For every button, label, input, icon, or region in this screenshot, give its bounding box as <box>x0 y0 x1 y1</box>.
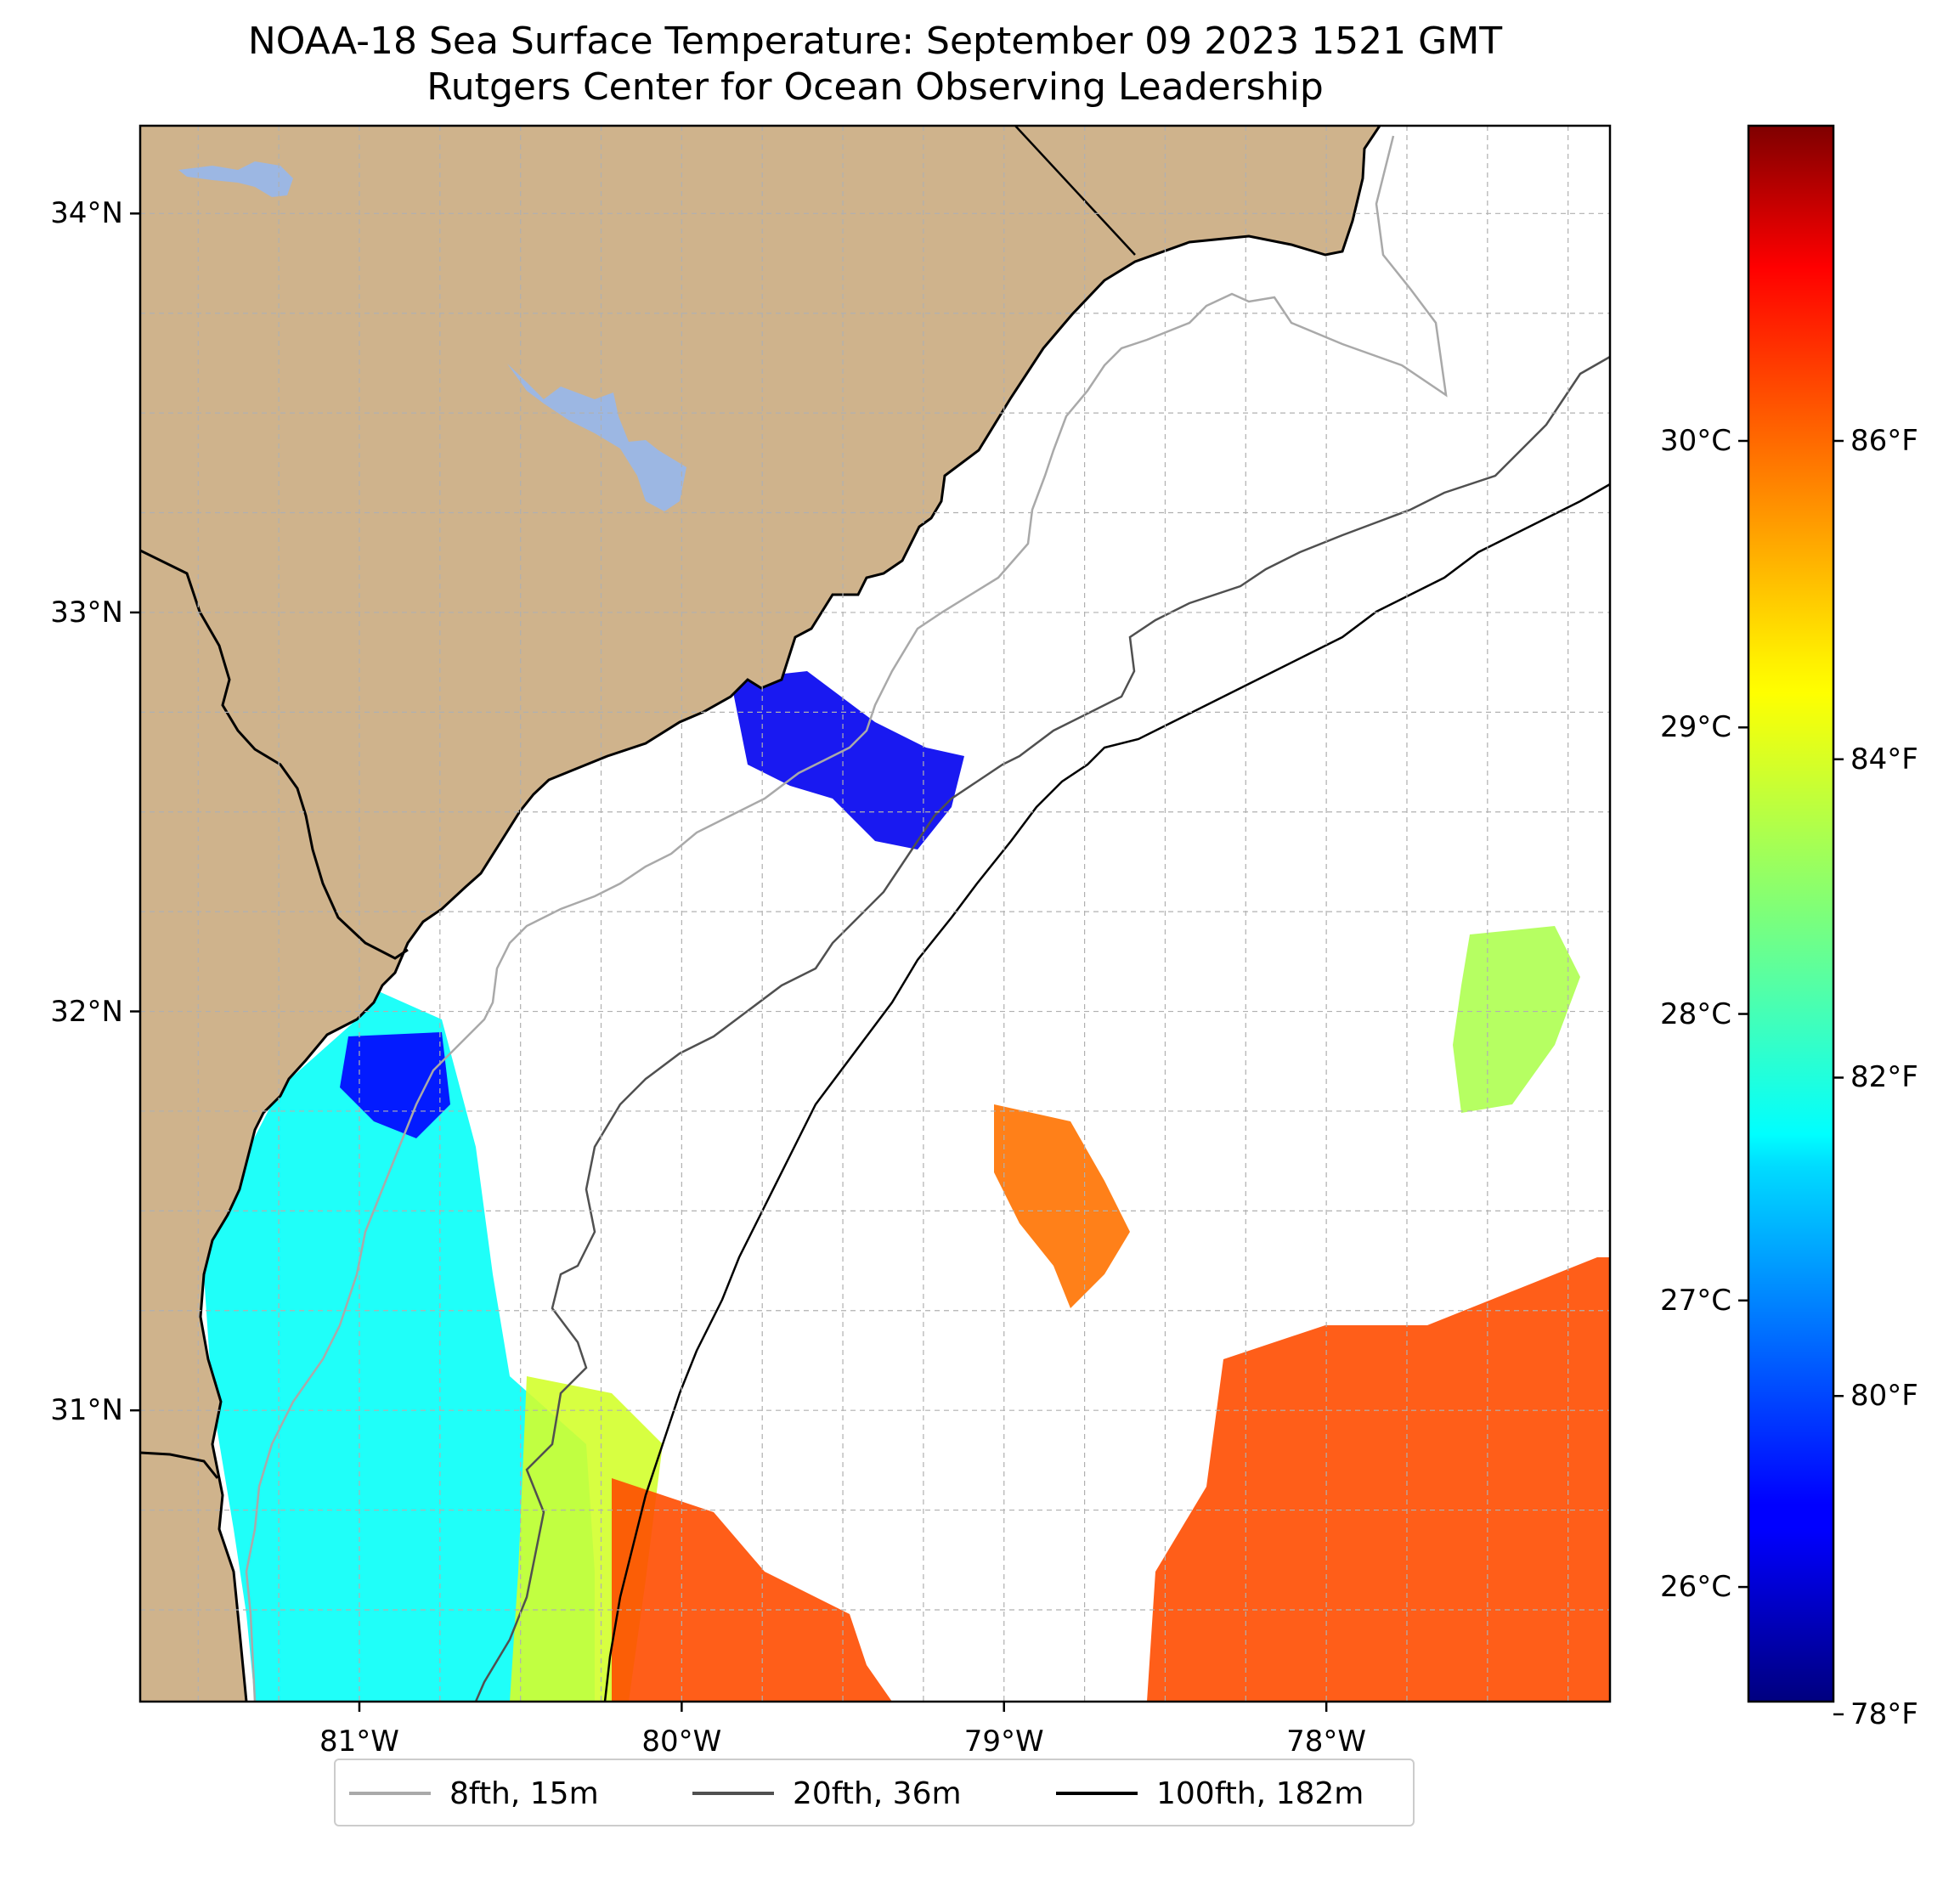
map-ticks <box>130 212 1328 1712</box>
sst-patch-offshore-northeast <box>1453 926 1580 1113</box>
lon-tick-label: 81°W <box>319 1725 399 1759</box>
gridlines <box>140 126 1610 1702</box>
sst-patch-georgia-nearshore <box>204 985 595 1702</box>
lat-tick-label: 31°N <box>50 1393 123 1428</box>
lon-tick-label: 79°W <box>963 1725 1044 1759</box>
sst-patch-charleston-plume <box>731 671 964 850</box>
fahrenheit-tick-label: 80°F <box>1850 1379 1918 1414</box>
sst-patch-georgia-coast-cool <box>340 1032 450 1138</box>
lat-tick-label: 33°N <box>50 595 123 629</box>
lake-north <box>178 161 293 197</box>
lake-marion <box>507 364 686 511</box>
legend-line-20fth <box>692 1792 774 1795</box>
map-frame <box>138 124 1612 1703</box>
sst-patch-offshore-southeast <box>1147 1257 1610 1702</box>
fahrenheit-tick-label: 84°F <box>1850 742 1918 776</box>
sst-patch-gulf-stream-south <box>612 1478 892 1702</box>
legend-line-100fth <box>1056 1792 1138 1795</box>
celsius-tick-label: 30°C <box>1659 424 1731 458</box>
celsius-tick-label: 27°C <box>1659 1283 1731 1318</box>
legend-label-100fth: 100fth, 182m <box>1156 1776 1364 1811</box>
isobath-100fth <box>603 483 1610 1702</box>
celsius-tick-label: 29°C <box>1659 710 1731 745</box>
legend-label-20fth: 20fth, 36m <box>793 1776 962 1811</box>
fahrenheit-tick-label: 86°F <box>1850 424 1918 458</box>
lat-tick-label: 32°N <box>50 994 123 1029</box>
land <box>140 126 1380 1702</box>
state-border-nc <box>1014 126 1136 256</box>
legend-item-8fth: 8fth, 15m <box>349 1776 599 1811</box>
celsius-tick-label: 28°C <box>1659 996 1731 1031</box>
coastline <box>199 126 1381 1702</box>
legend-line-8fth <box>349 1792 431 1795</box>
sst-layer <box>204 671 1610 1702</box>
sst-patch-offshore-central <box>994 1104 1130 1308</box>
state-border <box>140 549 409 960</box>
map-subtitle: Rutgers Center for Ocean Observing Leade… <box>426 65 1324 109</box>
legend: 8fth, 15m 20fth, 36m 100fth, 182m <box>334 1759 1415 1826</box>
legend-item-100fth: 100fth, 182m <box>1056 1776 1364 1811</box>
fahrenheit-tick-label: 82°F <box>1850 1060 1918 1095</box>
colorbar-ticks <box>1738 439 1844 1716</box>
state-border-south <box>140 1451 219 1479</box>
celsius-tick-label: 26°C <box>1659 1570 1731 1605</box>
isobath-8fth <box>245 135 1448 1702</box>
lat-tick-label: 34°N <box>50 196 123 231</box>
lon-tick-label: 78°W <box>1286 1725 1367 1759</box>
colorbar <box>1747 124 1835 1703</box>
legend-label-8fth: 8fth, 15m <box>449 1776 599 1811</box>
map-title: NOAA-18 Sea Surface Temperature: Septemb… <box>247 20 1503 63</box>
isobath-20fth <box>474 355 1610 1702</box>
lon-tick-label: 80°W <box>641 1725 722 1759</box>
legend-item-20fth: 20fth, 36m <box>692 1776 962 1811</box>
fahrenheit-tick-label: 78°F <box>1850 1697 1918 1731</box>
